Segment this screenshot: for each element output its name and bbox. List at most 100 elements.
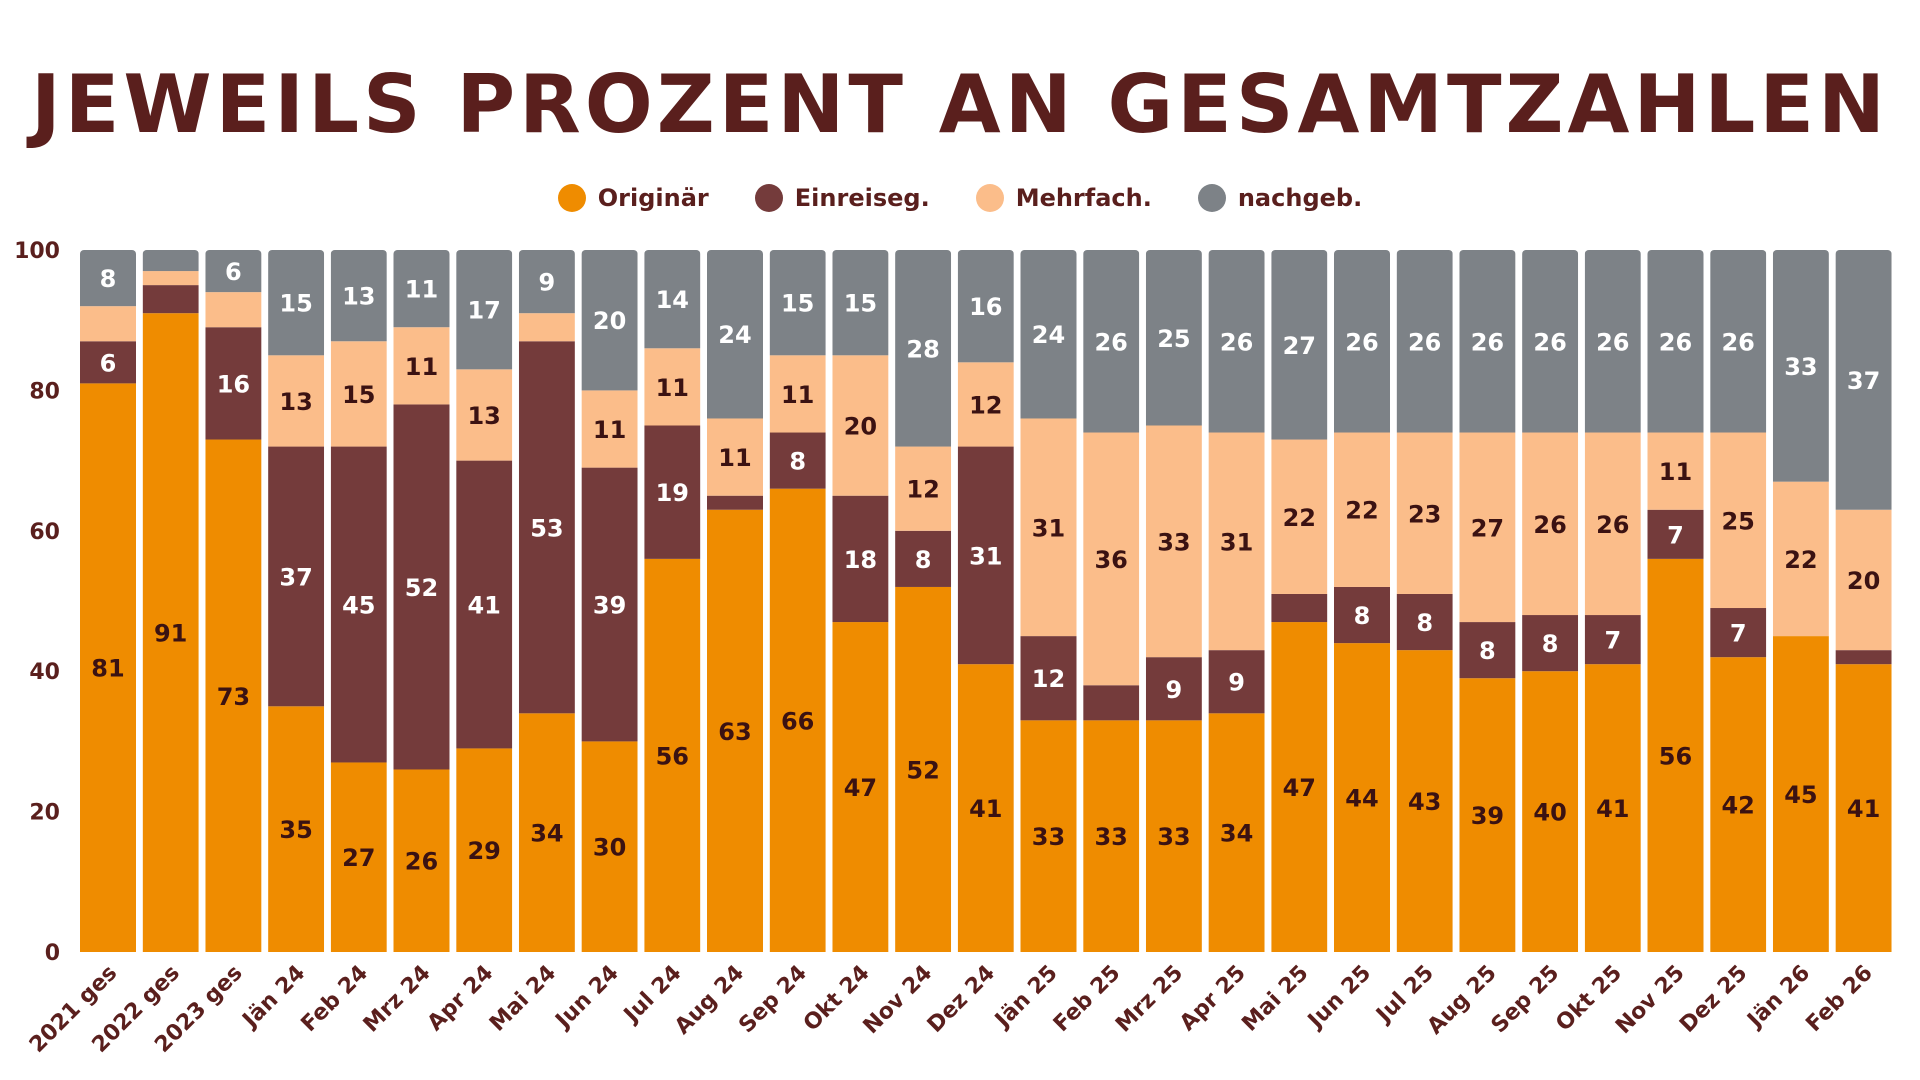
data-label-nachgeb: 25 (1157, 325, 1190, 353)
bar-segment-mehrfach (957, 362, 1014, 447)
data-label-nachgeb: 17 (467, 297, 500, 325)
data-label-einreiseg: 41 (467, 592, 500, 620)
data-label-nachgeb: 26 (1659, 328, 1692, 356)
data-label-nachgeb: 26 (1596, 328, 1629, 356)
data-label-nachgeb: 26 (1094, 328, 1127, 356)
bar-segment-mehrfach (1145, 425, 1202, 658)
data-label-nachgeb: 26 (1408, 328, 1441, 356)
bar-segment-einreiseg (1647, 509, 1704, 559)
x-tick-label: Feb 26 (1801, 961, 1877, 1037)
bar-column-2021-ges (80, 250, 136, 952)
legend-swatch-nachgeb (1197, 184, 1226, 212)
bar-segment-origin-r (1396, 650, 1453, 952)
data-label-einreiseg: 8 (1354, 602, 1371, 630)
data-label-mehrfach: 12 (906, 476, 939, 504)
x-tick-label: Jun 24 (550, 961, 624, 1035)
bar-column-nov-24 (895, 250, 952, 952)
bar-column-feb-26 (1835, 250, 1892, 952)
data-label-nachgeb: 11 (405, 276, 438, 304)
bar-segment-nachgeb (393, 250, 450, 328)
bar-segment-origin-r (1334, 643, 1390, 952)
bar-segment-mehrfach (1647, 432, 1704, 510)
bar-segment-einreiseg (518, 341, 575, 714)
bar-segment-einreiseg (1334, 586, 1390, 644)
bar-segment-origin-r (142, 313, 199, 952)
data-label-origin-r: 81 (91, 655, 124, 683)
bar-column-okt-24 (832, 250, 889, 952)
bar-segment-einreiseg (707, 495, 763, 510)
data-label-nachgeb: 15 (781, 290, 814, 318)
legend-item-mehrfach: Mehrfach. (975, 184, 1152, 212)
bar-segment-mehrfach (895, 446, 952, 531)
data-label-mehrfach: 22 (1283, 504, 1316, 532)
data-label-einreiseg: 8 (1416, 609, 1433, 637)
data-label-nachgeb: 8 (100, 265, 117, 293)
data-label-origin-r: 44 (1345, 785, 1378, 813)
data-label-origin-r: 47 (844, 774, 877, 802)
bar-segment-einreiseg (1710, 608, 1767, 658)
bar-segment-einreiseg (1271, 593, 1328, 623)
data-label-mehrfach: 31 (1032, 514, 1065, 542)
data-label-mehrfach: 26 (1533, 511, 1566, 539)
bar-segment-mehrfach (1459, 432, 1516, 623)
bar-segment-nachgeb (1772, 250, 1829, 482)
bar-segment-einreiseg (1020, 636, 1077, 721)
bar-segment-einreiseg (832, 495, 889, 623)
bar-segment-origin-r (1710, 657, 1767, 952)
bar-column-sep-25 (1522, 250, 1579, 952)
bar-segment-mehrfach (1334, 432, 1390, 587)
bar-segment-origin-r (393, 769, 450, 952)
bar-segment-einreiseg (456, 460, 513, 749)
data-label-nachgeb: 14 (656, 286, 689, 314)
bar-segment-origin-r (1208, 713, 1265, 952)
bar-segment-origin-r (581, 741, 638, 952)
bar-segment-origin-r (769, 488, 826, 952)
bar-segment-einreiseg (268, 446, 325, 707)
data-label-origin-r: 45 (1784, 781, 1817, 809)
legend-label: Originär (597, 184, 709, 212)
bar-segment-origin-r (644, 558, 701, 952)
bar-segment-mehrfach (205, 292, 262, 328)
x-tick-label: Sep 25 (1487, 961, 1565, 1039)
x-tick-label: Dez 25 (1675, 961, 1752, 1038)
data-label-origin-r: 91 (154, 620, 187, 648)
y-tick-label: 40 (29, 660, 60, 685)
bar-column-feb-24 (330, 250, 387, 952)
data-label-origin-r: 41 (1847, 795, 1880, 823)
data-label-mehrfach: 22 (1345, 497, 1378, 525)
bar-segment-origin-r (957, 664, 1014, 952)
bar-segment-mehrfach (80, 306, 136, 342)
bar-segment-origin-r (1522, 671, 1579, 952)
bar-segment-einreiseg (1584, 615, 1641, 665)
bar-segment-einreiseg (393, 404, 450, 770)
data-label-mehrfach: 13 (467, 402, 500, 430)
bar-segment-einreiseg (330, 446, 387, 763)
bar-column-j-n-25 (1020, 250, 1077, 952)
bar-segment-nachgeb (581, 250, 638, 391)
y-tick-label: 0 (45, 941, 60, 966)
data-label-einreiseg: 7 (1730, 620, 1747, 648)
bar-segment-nachgeb (518, 250, 575, 314)
bar-segment-nachgeb (1835, 250, 1892, 510)
bar-segment-einreiseg (581, 467, 638, 742)
bar-column-j-n-26 (1772, 250, 1829, 952)
bar-segment-nachgeb (1396, 250, 1453, 433)
data-label-nachgeb: 37 (1847, 367, 1880, 395)
data-label-mehrfach: 20 (844, 413, 877, 441)
bar-column-j-n-24 (268, 250, 325, 952)
bar-segment-nachgeb (142, 250, 199, 272)
data-label-origin-r: 26 (405, 848, 438, 876)
legend-item-nachgeb: nachgeb. (1197, 184, 1362, 212)
x-tick-label: Apr 25 (1175, 961, 1251, 1037)
data-label-einreiseg: 9 (1166, 676, 1183, 704)
data-label-mehrfach: 11 (781, 381, 814, 409)
data-label-mehrfach: 27 (1471, 514, 1504, 542)
bar-segment-origin-r (1647, 558, 1704, 952)
bar-column-jun-24 (581, 250, 638, 952)
bar-column-jun-25 (1334, 250, 1390, 952)
bar-column-aug-25 (1459, 250, 1516, 952)
x-tick-label: Aug 25 (1423, 961, 1502, 1040)
bar-segment-mehrfach (832, 355, 889, 496)
data-label-einreiseg: 8 (1479, 637, 1496, 665)
